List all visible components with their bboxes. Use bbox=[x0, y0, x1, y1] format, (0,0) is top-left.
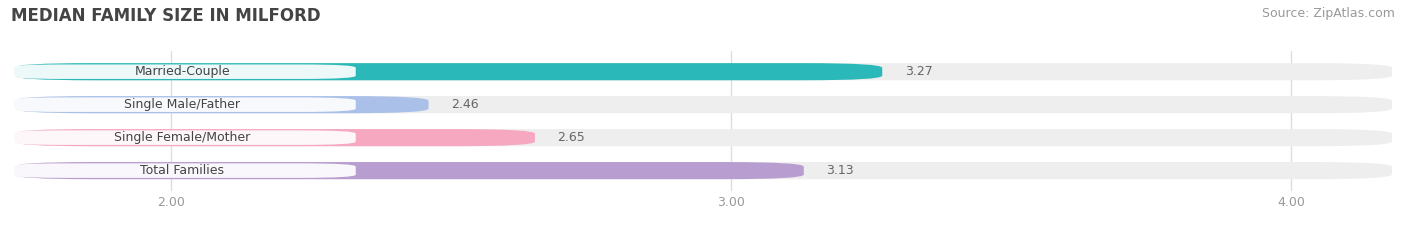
Text: 3.13: 3.13 bbox=[827, 164, 853, 177]
Text: Single Female/Mother: Single Female/Mother bbox=[114, 131, 250, 144]
FancyBboxPatch shape bbox=[8, 65, 356, 79]
Text: MEDIAN FAMILY SIZE IN MILFORD: MEDIAN FAMILY SIZE IN MILFORD bbox=[11, 7, 321, 25]
Text: Single Male/Father: Single Male/Father bbox=[124, 98, 240, 111]
FancyBboxPatch shape bbox=[14, 162, 804, 179]
Text: Married-Couple: Married-Couple bbox=[135, 65, 231, 78]
Text: 2.65: 2.65 bbox=[557, 131, 585, 144]
FancyBboxPatch shape bbox=[14, 63, 1392, 80]
FancyBboxPatch shape bbox=[8, 97, 356, 112]
FancyBboxPatch shape bbox=[14, 96, 429, 113]
Text: Source: ZipAtlas.com: Source: ZipAtlas.com bbox=[1261, 7, 1395, 20]
FancyBboxPatch shape bbox=[14, 129, 534, 146]
FancyBboxPatch shape bbox=[14, 129, 1392, 146]
FancyBboxPatch shape bbox=[14, 96, 1392, 113]
FancyBboxPatch shape bbox=[8, 130, 356, 145]
FancyBboxPatch shape bbox=[14, 162, 1392, 179]
Text: 2.46: 2.46 bbox=[451, 98, 478, 111]
Text: Total Families: Total Families bbox=[141, 164, 224, 177]
FancyBboxPatch shape bbox=[14, 63, 882, 80]
Text: 3.27: 3.27 bbox=[904, 65, 932, 78]
FancyBboxPatch shape bbox=[8, 163, 356, 178]
